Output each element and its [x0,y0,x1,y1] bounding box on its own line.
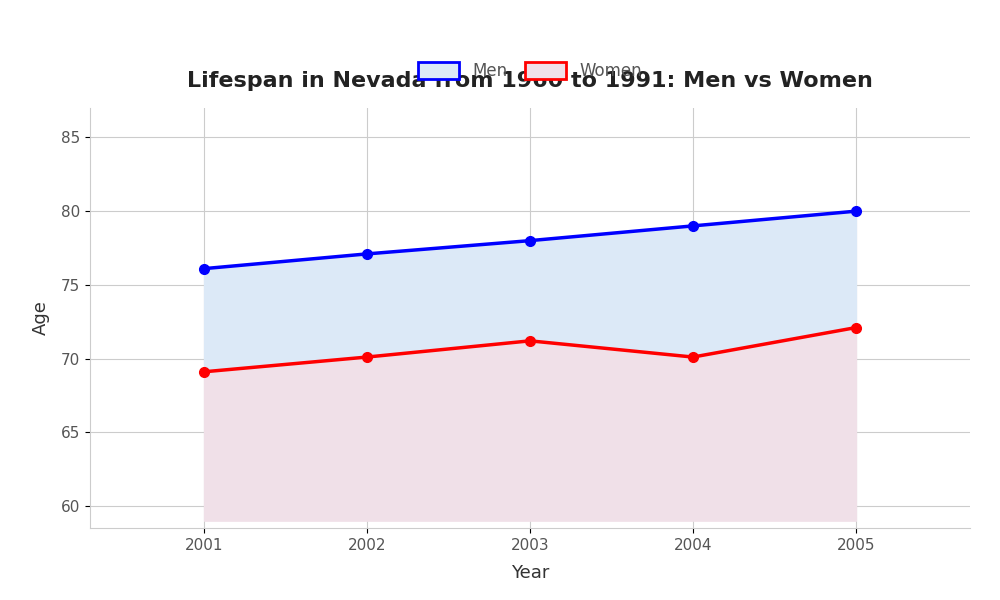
X-axis label: Year: Year [511,564,549,582]
Y-axis label: Age: Age [32,301,50,335]
Legend: Men, Women: Men, Women [418,62,642,80]
Title: Lifespan in Nevada from 1960 to 1991: Men vs Women: Lifespan in Nevada from 1960 to 1991: Me… [187,71,873,91]
